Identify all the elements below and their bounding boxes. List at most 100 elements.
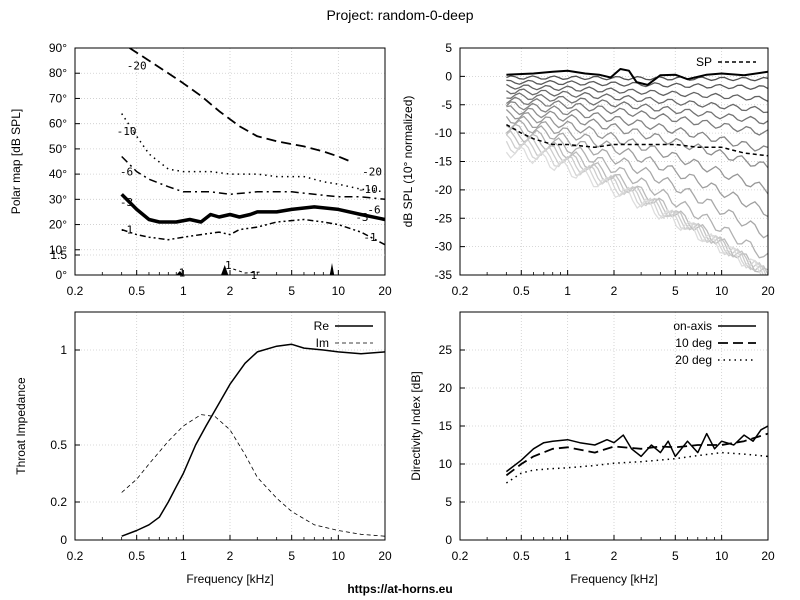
off-axis-curve (506, 92, 768, 125)
x-tick-label: 2 (611, 284, 618, 298)
y-tick-label: 1 (60, 343, 67, 357)
y-tick-label: -15 (435, 155, 453, 169)
y-tick-label: 10 (439, 457, 453, 471)
x-tick-label: 2 (611, 549, 618, 563)
series-line (506, 123, 768, 157)
series-line (121, 155, 385, 201)
y-tick-label: 15 (439, 419, 453, 433)
y-axis-label: Throat Impedance (14, 377, 28, 475)
x-tick-label: 0.2 (67, 284, 84, 298)
x-axis-label: Frequency [kHz] (570, 572, 657, 586)
legend-label: SP (696, 55, 712, 69)
x-tick-label: 5 (288, 284, 295, 298)
y-tick-label: 70° (49, 91, 67, 105)
x-tick-label: 0.5 (128, 549, 145, 563)
legend-label: Re (314, 319, 330, 333)
contour-label: -10 (358, 183, 378, 196)
off-axis-curve (506, 105, 768, 169)
footer-url: https://at-horns.eu (347, 582, 453, 596)
plot-frame (74, 311, 386, 541)
series-line (121, 343, 385, 537)
off-axis-curve (505, 101, 768, 152)
legend-label: on-axis (673, 319, 712, 333)
y-tick-label: 80° (49, 66, 67, 80)
y-tick-label: 0 (445, 533, 452, 547)
series-line (121, 113, 385, 193)
off-axis-curve (506, 75, 768, 82)
contour-label: -3 (355, 211, 368, 224)
x-tick-label: 20 (761, 549, 775, 563)
x-tick-label: 0.2 (452, 284, 469, 298)
contour-blob (221, 265, 229, 275)
x-axis-label: Frequency [kHz] (186, 572, 273, 586)
series-line (120, 193, 385, 224)
y-tick-label: 40° (49, 167, 67, 181)
off-axis-curve (505, 140, 764, 275)
x-tick-label: 10 (332, 284, 346, 298)
plot-area (505, 425, 768, 484)
page-title: Project: random-0-deep (326, 7, 474, 23)
y-tick-label: 30° (49, 192, 67, 206)
y-tick-label: 20 (439, 381, 453, 395)
contour-label: -1 (363, 231, 376, 244)
x-tick-label: 1 (180, 549, 187, 563)
series-line (121, 218, 385, 246)
y-tick-label: 0.2 (50, 495, 67, 509)
plot-area (121, 343, 385, 537)
x-tick-label: 20 (378, 549, 392, 563)
contour-label: 1 (179, 266, 186, 279)
plot-area (120, 48, 385, 275)
x-tick-label: 0.2 (67, 549, 84, 563)
x-tick-label: 5 (672, 284, 679, 298)
contour-label: 1 (225, 259, 232, 272)
y-tick-label: 60° (49, 117, 67, 131)
y-tick-label: 0 (445, 69, 452, 83)
y-tick-label: 25 (439, 343, 453, 357)
contour-blob (329, 263, 335, 275)
x-tick-label: 0.5 (513, 549, 530, 563)
contour-label: -20 (127, 60, 147, 73)
series-line (506, 68, 768, 86)
y-axis-label: Directivity Index [dB] (409, 371, 423, 480)
contour-label: -1 (120, 224, 133, 237)
contour-label: -6 (367, 203, 380, 216)
contour-label: -20 (362, 166, 382, 179)
series-line (129, 48, 351, 163)
contour-line (233, 268, 262, 274)
contour-label: -10 (117, 125, 137, 138)
y-tick-label: 0° (56, 268, 68, 282)
contour-label: -3 (120, 196, 133, 209)
off-axis-curve (506, 130, 768, 275)
x-tick-label: 10 (715, 549, 729, 563)
x-tick-label: 10 (715, 284, 729, 298)
off-axis-curve (506, 88, 768, 114)
y-tick-label: 5 (445, 41, 452, 55)
y-tick-label: 5 (445, 495, 452, 509)
legend-label: Im (316, 336, 329, 350)
off-axis-curve (505, 145, 762, 275)
y-tick-label: 50° (49, 142, 67, 156)
y-axis-label: Polar map [dB SPL] (9, 109, 23, 214)
plot-frame (459, 311, 769, 541)
series-line (121, 414, 385, 537)
x-tick-label: 5 (672, 549, 679, 563)
y-tick-label: -30 (435, 240, 453, 254)
y-tick-label: 90° (49, 41, 67, 55)
off-axis-curve (506, 119, 768, 239)
x-tick-label: 20 (761, 284, 775, 298)
y-tick-label: -20 (435, 183, 453, 197)
y-tick-label: -35 (435, 268, 453, 282)
y-tick-label: -25 (435, 211, 453, 225)
plot-frame (74, 47, 386, 276)
x-tick-label: 2 (227, 284, 234, 298)
off-axis-curve (505, 115, 768, 218)
x-tick-label: 0.2 (452, 549, 469, 563)
x-tick-label: 10 (332, 549, 346, 563)
y-tick-label: 20° (49, 218, 67, 232)
y-tick-label: -5 (441, 98, 452, 112)
series-line (505, 451, 768, 484)
plot-frame (459, 47, 769, 276)
